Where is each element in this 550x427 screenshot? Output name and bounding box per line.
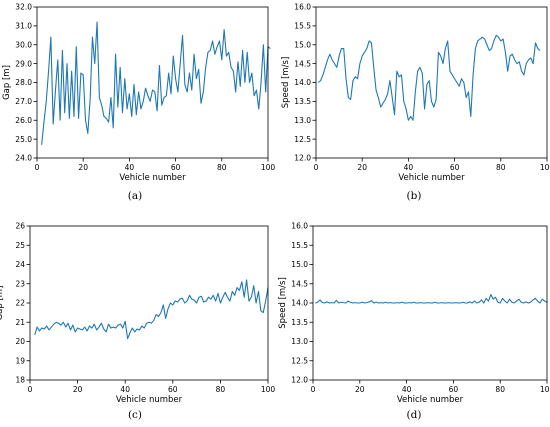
y-tick-label-d-7: 15.5	[291, 241, 308, 250]
y-tick-label-d-6: 15.0	[291, 260, 308, 269]
y-axis-label-c: Gap [m]	[0, 286, 5, 321]
chart-d-speed: 0 20 40 60 80 100 12.0 12.5 13.0 13.5 14.0 14.5 15.0…	[278, 222, 550, 405]
y-tick-label-b-5: 14.5	[294, 59, 311, 68]
plot-frame-d	[312, 225, 548, 381]
x-tick-label-d-4: 80	[495, 385, 505, 394]
y-tick-label-a-6: 30.0	[15, 40, 32, 49]
y-tick-label-b-2: 13.0	[294, 116, 311, 125]
x-tick-label-a-4: 80	[217, 163, 227, 172]
y-tick-label-d-8: 16.0	[291, 222, 308, 231]
y-tick-label-d-0: 12.0	[291, 376, 308, 385]
x-tick-label-a-1: 20	[78, 163, 88, 172]
y-tick-label-b-8: 16.0	[294, 3, 311, 12]
y-tick-label-c-6: 24	[15, 260, 25, 269]
x-tick-label-c-5: 100	[261, 385, 276, 394]
y-tick-label-b-1: 12.5	[294, 135, 311, 144]
subfigure-label-a: (a)	[128, 190, 142, 202]
x-tick-label-a-2: 40	[125, 163, 135, 172]
x-tick-label-a-0: 0	[35, 163, 40, 172]
x-tick-label-c-1: 20	[73, 385, 83, 394]
x-tick-label-b-3: 60	[450, 163, 460, 172]
plot-frame-c	[29, 225, 269, 381]
y-tick-label-a-8: 32.0	[15, 3, 32, 12]
y-tick-label-a-3: 27.0	[15, 97, 32, 106]
x-tick-label-d-0: 0	[311, 385, 316, 394]
x-axis-label-a: Vehicle number	[119, 173, 186, 183]
y-tick-label-d-5: 14.5	[291, 279, 308, 288]
y-tick-label-d-1: 12.5	[291, 356, 308, 365]
x-tick-label-d-5: 100	[540, 385, 550, 394]
x-tick-label-a-5: 100	[261, 163, 276, 172]
x-tick-label-d-1: 20	[355, 385, 365, 394]
plot-frame-a	[36, 6, 269, 159]
series-line-b	[317, 34, 541, 121]
x-tick-label-a-3: 60	[171, 163, 181, 172]
y-tick-label-d-3: 13.5	[291, 318, 308, 327]
plot-frame-b	[315, 6, 548, 159]
y-tick-label-c-4: 22	[15, 299, 25, 308]
y-tick-label-c-8: 26	[15, 222, 25, 231]
y-tick-label-b-4: 14.0	[294, 78, 311, 87]
y-tick-label-d-4: 14.0	[291, 299, 308, 308]
x-tick-label-c-0: 0	[28, 385, 33, 394]
y-tick-label-c-5: 23	[15, 279, 25, 288]
x-tick-label-b-5: 100	[540, 163, 550, 172]
series-line-c	[34, 279, 269, 340]
y-tick-label-d-2: 13.0	[291, 337, 308, 346]
x-tick-label-b-1: 20	[357, 163, 367, 172]
subfigure-label-b: (b)	[407, 190, 422, 202]
y-tick-label-a-2: 26.0	[15, 116, 32, 125]
y-tick-label-a-0: 24.0	[15, 154, 32, 163]
subfigure-label-d: (d)	[407, 409, 422, 421]
series-line-d	[315, 293, 548, 304]
x-tick-label-d-3: 60	[449, 385, 459, 394]
chart-a-gap: 0 20 40 60 80 100 24.0 25.0 26.0 27.0 28.0 29.0 30.0…	[2, 3, 275, 183]
y-tick-label-b-0: 12.0	[294, 154, 311, 163]
y-axis-label-d: Speed [m/s]	[278, 277, 288, 329]
y-tick-label-c-3: 21	[15, 318, 25, 327]
y-tick-label-c-0: 18	[15, 376, 25, 385]
x-axis-label-d: Vehicle number	[397, 395, 464, 405]
x-axis-label-b: Vehicle number	[398, 173, 465, 183]
y-tick-label-b-7: 15.5	[294, 22, 311, 31]
x-tick-label-c-4: 80	[216, 385, 226, 394]
y-tick-label-c-1: 19	[15, 356, 25, 365]
x-tick-label-d-2: 40	[402, 385, 412, 394]
x-tick-label-b-4: 80	[496, 163, 506, 172]
subfigure-label-c: (c)	[128, 409, 142, 421]
y-tick-label-a-5: 29.0	[15, 59, 32, 68]
y-tick-label-c-2: 20	[15, 337, 25, 346]
x-tick-label-b-2: 40	[404, 163, 414, 172]
y-tick-label-b-3: 13.5	[294, 97, 311, 106]
series-line-a	[41, 21, 271, 145]
chart-b-speed: 0 20 40 60 80 100 12.0 12.5 13.0 13.5 14.0 14.5 15.0…	[281, 3, 550, 183]
y-axis-label-a: Gap [m]	[2, 65, 12, 100]
y-tick-label-a-4: 28.0	[15, 78, 32, 87]
x-axis-label-c: Vehicle number	[116, 395, 183, 405]
y-axis-label-b: Speed [m/s]	[281, 57, 291, 109]
x-tick-label-b-0: 0	[314, 163, 319, 172]
y-tick-label-b-6: 15.0	[294, 40, 311, 49]
chart-c-gap: 0 20 40 60 80 100 18 19 20 21 22 23 24 25 26 Vehicle nu…	[0, 222, 275, 405]
y-tick-label-a-7: 31.0	[15, 22, 32, 31]
x-tick-label-c-3: 60	[168, 385, 178, 394]
y-tick-label-a-1: 25.0	[15, 135, 32, 144]
x-tick-label-c-2: 40	[120, 385, 130, 394]
y-tick-label-c-7: 25	[15, 241, 25, 250]
